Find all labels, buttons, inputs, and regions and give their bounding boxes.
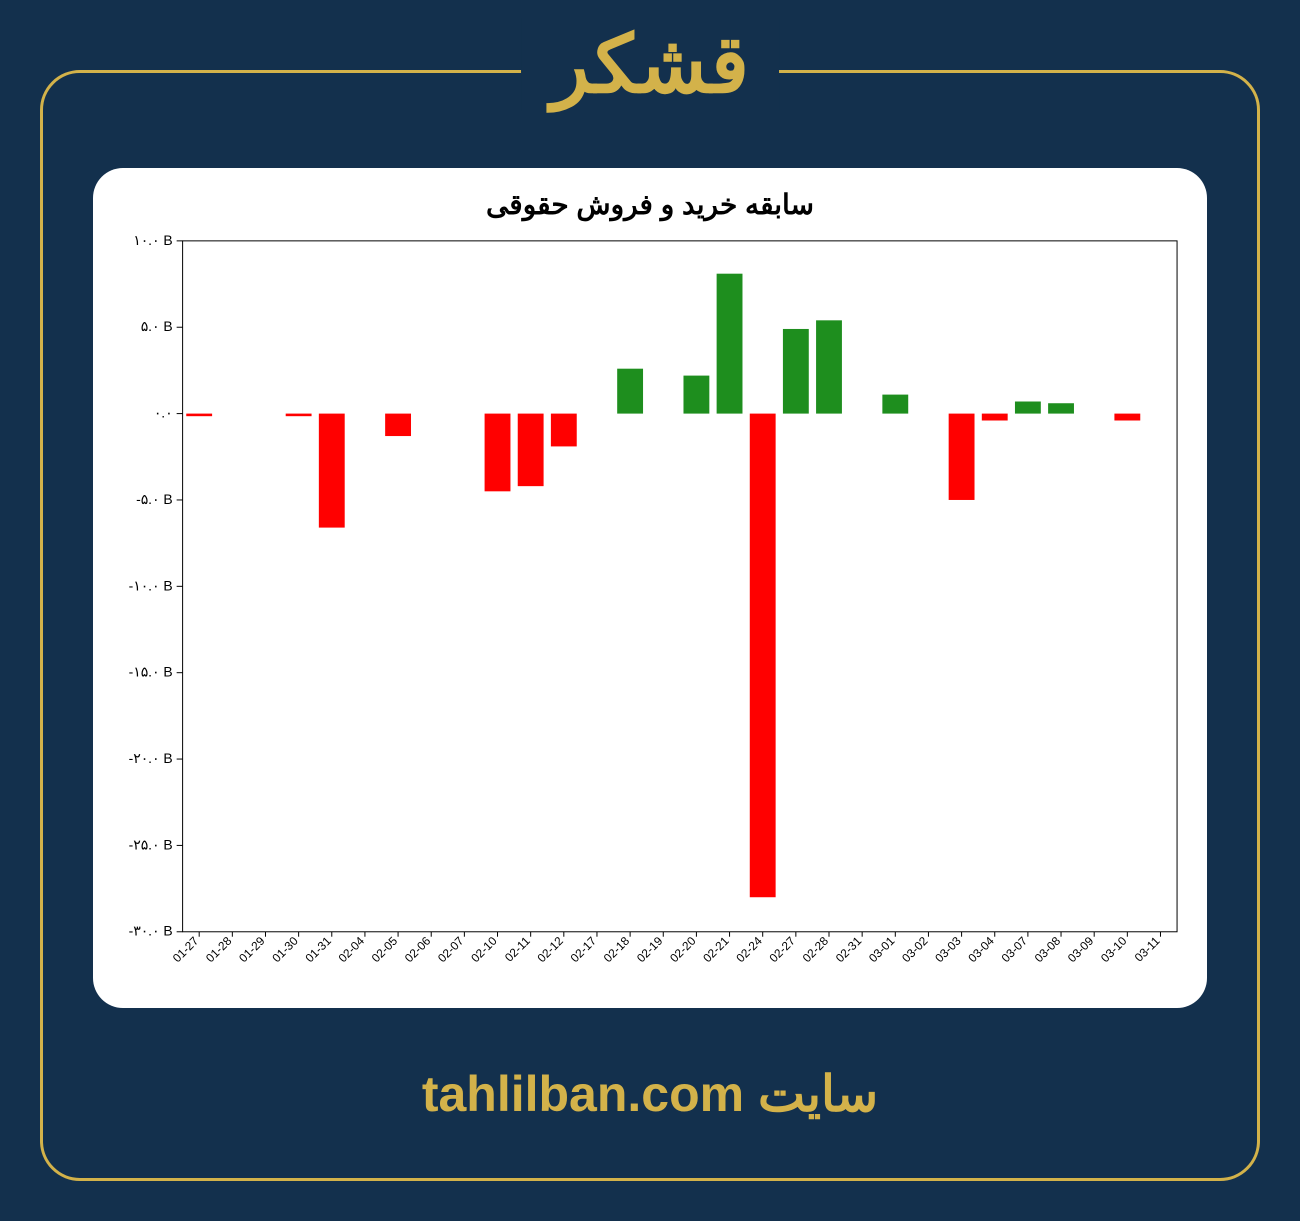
bar bbox=[816, 320, 842, 413]
y-tick-label: ۱۰.۰ B bbox=[133, 232, 172, 248]
y-tick-label: ۵.۰ B bbox=[141, 318, 173, 334]
chart-card: سابقه خرید و فروش حقوقی ۱۰.۰ B ۵.۰ B ۰.۰ -۵… bbox=[93, 168, 1207, 1008]
x-tick-label: 02-11 bbox=[502, 934, 533, 965]
x-tick-label: 02-04 bbox=[336, 934, 368, 966]
x-tick-label: 02-17 bbox=[568, 934, 599, 965]
x-tick-label: 02-31 bbox=[833, 934, 865, 966]
x-tick-label: 02-28 bbox=[800, 934, 832, 966]
bar bbox=[186, 414, 212, 417]
bar bbox=[717, 274, 743, 414]
outer-frame: قشکر سابقه خرید و فروش حقوقی ۱۰.۰ B۵.۰ B… bbox=[40, 70, 1260, 1181]
bar bbox=[617, 369, 643, 414]
bar bbox=[485, 414, 511, 492]
bar bbox=[882, 395, 908, 414]
x-tick-label: 01-29 bbox=[236, 934, 268, 966]
bar bbox=[949, 414, 975, 500]
footer-site-label: سایت bbox=[758, 1066, 878, 1122]
x-tick-label: 02-07 bbox=[435, 934, 466, 965]
y-tick-label: -۲۰.۰ B bbox=[129, 750, 173, 766]
x-tick-label: 02-06 bbox=[402, 934, 434, 966]
x-tick-label: 03-08 bbox=[1032, 934, 1064, 966]
x-tick-label: 02-10 bbox=[468, 934, 500, 966]
x-tick-label: 01-31 bbox=[302, 934, 334, 966]
x-tick-label: 03-09 bbox=[1065, 934, 1097, 966]
bar bbox=[683, 376, 709, 414]
x-tick-label: 02-21 bbox=[700, 934, 732, 966]
x-tick-label: 02-12 bbox=[534, 934, 565, 965]
bar bbox=[286, 414, 312, 417]
bar bbox=[750, 414, 776, 898]
bar bbox=[518, 414, 544, 487]
x-tick-label: 03-04 bbox=[965, 934, 997, 966]
x-tick-label: 03-01 bbox=[866, 934, 898, 966]
chart-plot: ۱۰.۰ B ۵.۰ B ۰.۰ -۵.۰ B -۱۰.۰ B -۱۵.۰ B -۲۰.۰ … bbox=[113, 231, 1187, 991]
x-tick-label: 02-05 bbox=[369, 934, 401, 966]
x-tick-label: 01-30 bbox=[269, 934, 301, 966]
x-tick-label: 03-07 bbox=[999, 934, 1030, 965]
y-tick-label: -۱۵.۰ B bbox=[129, 664, 173, 680]
page-title: قشکر bbox=[521, 18, 779, 111]
footer-site-url: tahlilban.com bbox=[422, 1066, 744, 1122]
y-tick-label: -۱۰.۰ B bbox=[129, 577, 173, 593]
x-tick-label: 03-10 bbox=[1098, 934, 1130, 966]
bar bbox=[551, 414, 577, 447]
y-tick-label: -۵.۰ B bbox=[136, 491, 173, 507]
x-tick-label: 02-18 bbox=[601, 934, 633, 966]
x-tick-label: 02-27 bbox=[766, 934, 797, 965]
footer: سایت tahlilban.com bbox=[43, 1065, 1257, 1123]
x-tick-label: 02-19 bbox=[634, 934, 666, 966]
y-tick-label: -۳۰.۰ B bbox=[129, 923, 173, 939]
x-tick-label: 03-03 bbox=[932, 934, 964, 966]
chart-title: سابقه خرید و فروش حقوقی bbox=[113, 188, 1187, 221]
bar bbox=[385, 414, 411, 436]
bar bbox=[1114, 414, 1140, 421]
x-tick-label: 01-28 bbox=[203, 934, 235, 966]
bar bbox=[1048, 403, 1074, 413]
x-tick-label: 03-11 bbox=[1132, 934, 1163, 965]
bar bbox=[982, 414, 1008, 421]
x-tick-label: 02-20 bbox=[667, 934, 699, 966]
y-tick-label: ۰.۰ bbox=[154, 405, 173, 421]
x-tick-label: 03-02 bbox=[899, 934, 930, 965]
bar bbox=[1015, 402, 1041, 414]
bar bbox=[319, 414, 345, 528]
x-tick-label: 02-24 bbox=[733, 934, 765, 966]
x-tick-label: 01-27 bbox=[170, 934, 201, 965]
bar bbox=[783, 329, 809, 414]
bar-chart-svg: ۱۰.۰ B ۵.۰ B ۰.۰ -۵.۰ B -۱۰.۰ B -۱۵.۰ B -۲۰.۰ … bbox=[113, 231, 1187, 991]
y-tick-label: -۲۵.۰ B bbox=[129, 836, 173, 852]
